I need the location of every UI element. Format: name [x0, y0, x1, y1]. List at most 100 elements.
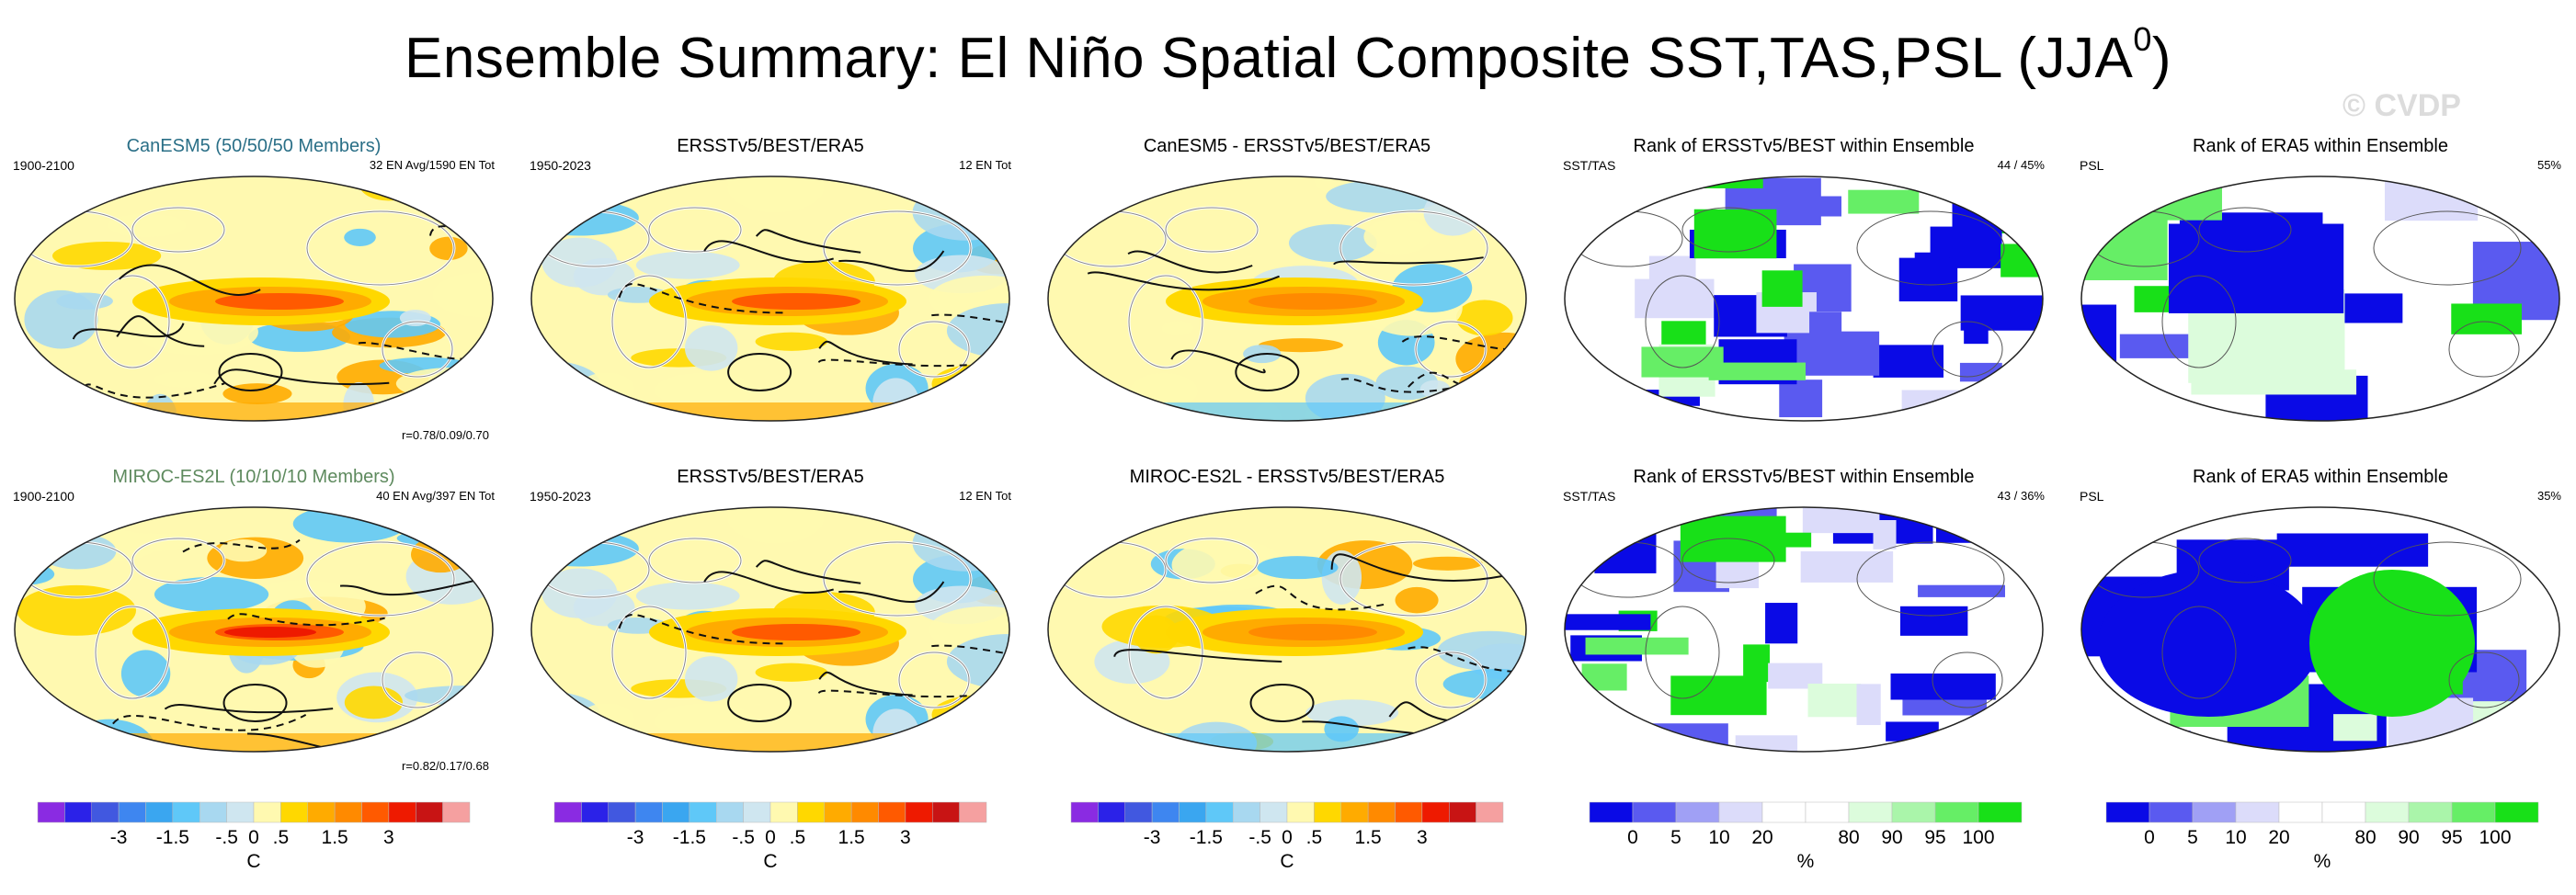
- continent-outline: [823, 541, 972, 617]
- colorbar-swatch: [226, 801, 255, 823]
- colorbar-swatch: [2235, 801, 2280, 823]
- colorbar-swatch: [1124, 801, 1153, 823]
- panel-title: MIROC-ES2L (10/10/10 Members): [112, 467, 395, 487]
- anomaly-patch: [432, 272, 493, 317]
- anomaly-patch: [635, 582, 740, 610]
- panel-title: ERSSTv5/BEST/ERA5: [677, 136, 864, 156]
- anomaly-patch: [1259, 338, 1343, 353]
- rank-high-patch: [2309, 570, 2475, 717]
- colorbar-tick-label: .5: [789, 827, 806, 848]
- psl-contour: [1408, 646, 1526, 674]
- rank-high-patch: [1693, 209, 1777, 259]
- colorbar-swatch: [1978, 801, 2023, 823]
- enso-warm-core: [224, 627, 316, 638]
- map-border: [1564, 506, 2044, 753]
- psl-contour: [164, 704, 334, 714]
- continent-outline: [2161, 275, 2237, 368]
- continent-outline: [1339, 210, 1488, 286]
- rank-low-patch: [1565, 614, 1651, 630]
- colorbar-swatch: [1098, 801, 1125, 823]
- rank-low-patch: [1802, 507, 1880, 534]
- anomaly-patch: [1288, 223, 1377, 263]
- anomaly-patch: [38, 533, 117, 570]
- rank-high-patch: [2333, 714, 2377, 742]
- continent-outline: [1165, 207, 1259, 253]
- rank-high-patch: [1708, 362, 1806, 380]
- psl-contour: [618, 614, 786, 645]
- anomaly-patch: [17, 584, 137, 636]
- psl-contour: [1496, 712, 1526, 734]
- colorbar-tick-label: 5: [1670, 827, 1681, 848]
- map-plot: [530, 176, 1010, 422]
- continent-outline: [2448, 651, 2520, 708]
- map-panel: CanESM5 (50/50/50 Members) 1900-2100 32 EN…: [6, 136, 502, 478]
- psl-contour: [818, 671, 913, 697]
- colorbar-swatch: [1395, 801, 1423, 823]
- colorbar-swatch: [1340, 801, 1369, 823]
- anomaly-patch: [541, 568, 618, 618]
- colorbar-tick-label: .5: [272, 827, 290, 848]
- colorbar-swatch: [1286, 801, 1315, 823]
- colorbar-swatch: [1421, 801, 1450, 823]
- colorbar-swatch: [689, 801, 717, 823]
- anomaly-patch: [1434, 507, 1526, 532]
- panel-left-label: SST/TAS: [1563, 489, 1616, 504]
- continent-outline: [2373, 210, 2522, 286]
- rank-high-patch: [1585, 637, 1689, 655]
- anomaly-patch: [755, 332, 828, 351]
- rank-colorbar: 0 5 10 20 80 90 95 100%: [2105, 801, 2539, 884]
- psl-contour: [218, 353, 283, 391]
- map-plot: [1047, 176, 1527, 422]
- colorbar-swatch: [959, 801, 987, 823]
- anomaly-patch: [154, 371, 216, 388]
- anomaly-patch: [51, 241, 162, 270]
- rank-low-patch: [2130, 731, 2191, 752]
- anomaly-patch: [344, 685, 404, 719]
- colorbar-unit-label: %: [1796, 851, 1815, 872]
- rank-low-patch: [1809, 312, 1842, 351]
- enso-warm-core: [732, 293, 861, 310]
- colorbar-tick-label: 10: [1708, 827, 1730, 848]
- continent-outline: [2198, 538, 2292, 583]
- continent-outline: [306, 210, 455, 286]
- psl-contour: [727, 684, 792, 722]
- map-border: [14, 506, 494, 753]
- panel-left-label: 1900-2100: [13, 489, 74, 504]
- colorbar-tick-label: -1.5: [1189, 827, 1223, 848]
- colorbar-swatch: [388, 801, 416, 823]
- colorbar-swatch: [905, 801, 933, 823]
- colorbar-swatch: [1233, 801, 1260, 823]
- continent-outline: [1165, 538, 1259, 583]
- anomaly-patch: [15, 176, 66, 217]
- rank-high-patch: [1807, 683, 1862, 718]
- enso-warm-core: [732, 624, 861, 640]
- colorbar-tick-label: .5: [1305, 827, 1323, 848]
- map-panel: Rank of ERA5 within Ensemble PSL 35%: [2072, 467, 2569, 809]
- colorbar-tick-label: -3: [1143, 827, 1161, 848]
- colorbar-swatch: [1449, 801, 1476, 823]
- psl-contour: [931, 644, 1009, 656]
- colorbar-swatch: [743, 801, 771, 823]
- map-border: [2080, 176, 2560, 422]
- rank-low-patch: [1800, 551, 1894, 583]
- panel-title: Rank of ERSSTv5/BEST within Ensemble: [1633, 136, 1975, 156]
- continent-outline: [95, 275, 170, 368]
- continent-outline: [1128, 275, 1203, 368]
- rank-high-patch: [1743, 644, 1770, 683]
- colorbar-swatch: [416, 801, 443, 823]
- psl-contour: [116, 315, 205, 347]
- southern-ocean-band: [531, 733, 1009, 752]
- panel-title: Rank of ERA5 within Ensemble: [2193, 136, 2448, 156]
- colorbar-swatch: [662, 801, 690, 823]
- map-border: [1047, 506, 1527, 753]
- map-plot: [14, 506, 494, 753]
- colorbar-swatch: [850, 801, 879, 823]
- anomaly-patch: [684, 656, 738, 702]
- rank-low-patch: [1779, 196, 1841, 217]
- panel-title: CanESM5 - ERSSTv5/BEST/ERA5: [1143, 136, 1431, 156]
- colorbar-swatch: [172, 801, 200, 823]
- rank-low-patch: [1635, 278, 1715, 319]
- anomaly-patch: [655, 703, 757, 739]
- rank-low-patch: [2169, 223, 2344, 313]
- anomaly-patch: [655, 372, 757, 408]
